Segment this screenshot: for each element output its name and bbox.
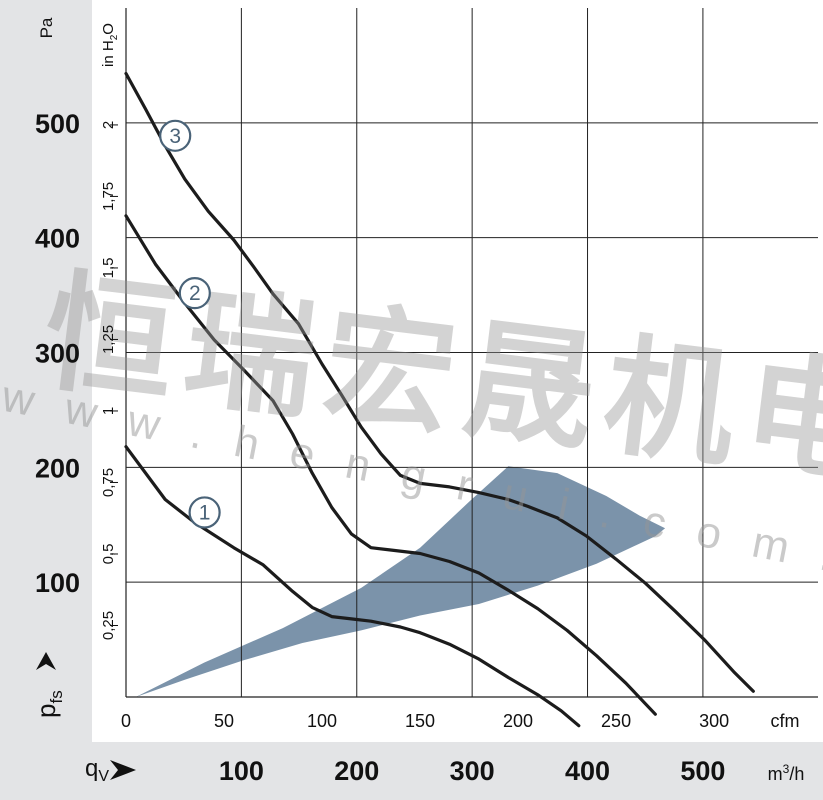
x-axis-m3h-tick: 400 — [565, 756, 610, 786]
x-axis-m3h-tick: 300 — [450, 756, 495, 786]
right-axis-unit: in H2O — [100, 23, 120, 67]
left-axis-unit: Pa — [37, 17, 56, 38]
operating-area — [135, 466, 666, 697]
series-label-circle — [159, 119, 192, 152]
x-axis-cfm-tick: 300 — [699, 711, 729, 731]
right-axis-tick: 1 — [100, 407, 117, 415]
right-axis-tick: 1,75 — [100, 182, 117, 211]
series-label-circle — [188, 496, 221, 529]
watermark-char: 机 — [596, 319, 744, 486]
watermark-char: 宏 — [316, 287, 464, 454]
x-axis-symbol: qV — [85, 755, 109, 785]
operating-area-shape — [135, 466, 666, 697]
left-axis-symbol: pfs — [31, 690, 66, 718]
series-label: 2 — [189, 282, 201, 305]
right-axis-tick: 0,25 — [100, 611, 117, 640]
left-axis-tick: 200 — [35, 453, 80, 483]
series-line-3 — [124, 71, 755, 693]
left-axis: Pa 100 200 300 400 500 pfs — [31, 17, 80, 718]
x-axis-m3h-unit: m3/h — [768, 762, 805, 784]
x-axis-m3h: 100 200 300 400 500 m3/h qV — [85, 755, 804, 786]
series-label: 1 — [199, 501, 211, 524]
grid — [125, 8, 818, 698]
bottom-panel — [0, 742, 823, 800]
x-axis-cfm-tick: 0 — [121, 711, 131, 731]
left-axis-arrow-icon — [36, 652, 56, 670]
series-labels: 1 2 3 — [159, 119, 221, 529]
left-axis-tick: 500 — [35, 109, 80, 139]
watermark-char: 晟 — [456, 303, 604, 470]
series-line-2 — [124, 214, 657, 716]
x-axis-cfm: 0 50 100 150 200 250 300 cfm — [121, 711, 800, 731]
left-axis-tick: 300 — [35, 339, 80, 369]
x-axis-cfm-unit: cfm — [771, 711, 800, 731]
left-panel — [0, 0, 92, 742]
x-axis-cfm-tick: 250 — [601, 711, 631, 731]
x-axis-m3h-tick: 500 — [680, 756, 725, 786]
x-axis-m3h-tick: 200 — [334, 756, 379, 786]
right-axis: 0,25 0,5 0,75 1 1,25 1,5 1,75 2 in H2O — [100, 23, 120, 640]
left-axis-tick: 100 — [35, 568, 80, 598]
right-axis-tick: 0,5 — [100, 544, 117, 565]
x-axis-cfm-tick: 150 — [405, 711, 435, 731]
plot-background — [92, 0, 823, 742]
x-axis-cfm-tick: 100 — [307, 711, 337, 731]
watermark-char: 电 — [736, 335, 823, 502]
right-axis-tick: 2 — [100, 121, 117, 129]
series-label: 3 — [169, 125, 181, 148]
left-axis-tick: 400 — [35, 224, 80, 254]
x-axis-m3h-tick: 100 — [219, 756, 264, 786]
x-axis-cfm-tick: 200 — [503, 711, 533, 731]
x-axis-arrow-icon — [110, 760, 136, 780]
series-lines — [124, 71, 755, 728]
series-label-circle — [178, 277, 211, 310]
watermark-char: 恒 — [36, 255, 184, 422]
x-axis-cfm-tick: 50 — [214, 711, 234, 731]
right-axis-tick: 1,5 — [100, 258, 117, 279]
right-axis-tick: 0,75 — [100, 468, 117, 497]
series-line-1 — [124, 445, 581, 728]
right-axis-tick: 1,25 — [100, 325, 117, 354]
